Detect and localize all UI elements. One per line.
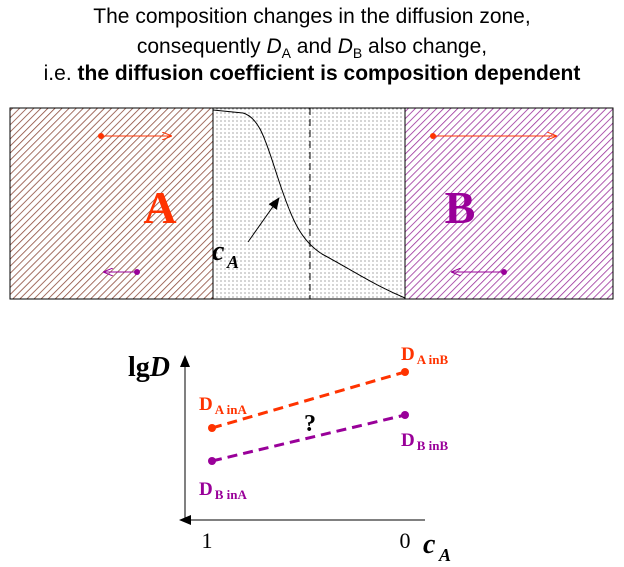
title-line-3: i.e. the diffusion coefficient is compos… <box>0 61 624 87</box>
x-tick-1: 1 <box>202 528 213 553</box>
db-line <box>211 413 406 463</box>
region-a <box>9 107 214 300</box>
x-tick-0: 0 <box>400 528 411 553</box>
curve-pointer-arrow <box>247 197 280 243</box>
label-b: B <box>445 182 476 233</box>
title-line-3-bold: the diffusion coefficient is composition… <box>77 62 581 85</box>
y-axis-label: lgD <box>128 352 170 383</box>
da-inb-point <box>401 368 409 376</box>
da-line <box>211 370 406 430</box>
title-line-2: consequently DA and DB also change, <box>0 34 624 66</box>
title-line-1: The composition changes in the diffusion… <box>93 5 531 28</box>
curve-label-sub: A <box>226 252 239 272</box>
title-d-a-sub: A <box>281 45 291 62</box>
title-d-a: D <box>266 35 282 58</box>
label-a: A <box>143 182 176 233</box>
label-da-ina-main: D <box>199 394 213 415</box>
y-axis-label-pre: lg <box>128 352 150 383</box>
x-axis-label-sub: A <box>438 545 451 565</box>
title-line-2-post: also change, <box>362 35 488 58</box>
db-ina-point <box>208 457 216 465</box>
curve-label-c: c <box>212 236 225 267</box>
label-da-inb-sub: A inB <box>417 352 449 367</box>
label-da-inb-main: D <box>401 344 415 365</box>
label-db-ina-main: D <box>199 479 213 500</box>
label-da-ina-sub: A inA <box>215 402 248 417</box>
title-d-b-sub: B <box>352 45 363 62</box>
concentration-curve <box>212 109 406 299</box>
diffusion-zone <box>212 107 406 300</box>
title-line-2-pre: consequently <box>136 35 267 58</box>
label-db-inb-sub: B inB <box>417 438 449 453</box>
x-axis-label-c: c <box>423 529 436 560</box>
title-d-b: D <box>337 35 353 58</box>
a-fast-dot <box>98 133 104 139</box>
label-db-ina-sub: B inA <box>215 487 248 502</box>
region-b <box>404 107 614 300</box>
db-inb-point <box>401 411 409 419</box>
title-line-3-pre: i.e. <box>43 62 78 85</box>
a-slow-dot <box>134 269 140 275</box>
b-slow-dot <box>501 269 507 275</box>
question-mark: ? <box>304 411 316 437</box>
label-db-inb-main: D <box>401 430 415 451</box>
y-axis-label-d: D <box>149 352 170 383</box>
da-ina-point <box>208 424 216 432</box>
b-fast-dot <box>430 133 436 139</box>
title-and: and <box>290 35 338 58</box>
